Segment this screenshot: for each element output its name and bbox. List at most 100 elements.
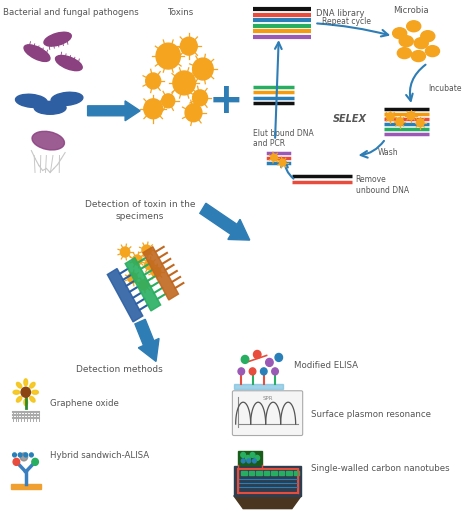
Circle shape bbox=[128, 273, 137, 283]
Circle shape bbox=[246, 455, 250, 460]
Text: Single-walled carbon nanotubes: Single-walled carbon nanotubes bbox=[310, 464, 449, 473]
Text: SPR: SPR bbox=[262, 396, 273, 401]
Polygon shape bbox=[143, 247, 179, 300]
Bar bbox=[271, 471, 277, 475]
Ellipse shape bbox=[51, 92, 83, 105]
Circle shape bbox=[272, 368, 278, 375]
Polygon shape bbox=[107, 268, 143, 322]
Circle shape bbox=[271, 154, 277, 161]
FancyBboxPatch shape bbox=[232, 391, 303, 436]
Circle shape bbox=[120, 247, 130, 257]
Ellipse shape bbox=[13, 390, 19, 394]
Circle shape bbox=[387, 113, 394, 121]
Ellipse shape bbox=[411, 51, 426, 61]
Ellipse shape bbox=[32, 390, 38, 394]
Ellipse shape bbox=[397, 48, 411, 58]
Text: Wash: Wash bbox=[378, 148, 399, 157]
Text: Detection methods: Detection methods bbox=[76, 365, 163, 374]
Circle shape bbox=[417, 119, 424, 126]
Bar bbox=[256, 471, 262, 475]
Text: Modified ELISA: Modified ELISA bbox=[294, 361, 358, 370]
Text: Bacterial and fungal pathogens: Bacterial and fungal pathogens bbox=[3, 8, 139, 17]
Text: Detection of toxin in the
specimens: Detection of toxin in the specimens bbox=[85, 200, 195, 221]
Text: Toxins: Toxins bbox=[168, 8, 194, 17]
Circle shape bbox=[255, 455, 260, 460]
Text: Graphene oxide: Graphene oxide bbox=[50, 399, 119, 408]
Text: Incubate: Incubate bbox=[428, 84, 461, 93]
Circle shape bbox=[133, 255, 142, 265]
Text: SELEX: SELEX bbox=[333, 114, 367, 124]
Circle shape bbox=[407, 112, 415, 120]
Ellipse shape bbox=[44, 32, 71, 46]
Text: DNA library: DNA library bbox=[316, 9, 365, 18]
Ellipse shape bbox=[414, 38, 428, 49]
Circle shape bbox=[254, 351, 261, 358]
Ellipse shape bbox=[30, 382, 35, 388]
Circle shape bbox=[396, 118, 403, 126]
Circle shape bbox=[144, 99, 163, 119]
Circle shape bbox=[145, 260, 154, 270]
Polygon shape bbox=[135, 319, 159, 361]
Circle shape bbox=[249, 368, 256, 375]
Circle shape bbox=[18, 453, 22, 457]
Ellipse shape bbox=[399, 36, 413, 47]
Polygon shape bbox=[11, 484, 41, 489]
Ellipse shape bbox=[407, 21, 421, 32]
Polygon shape bbox=[125, 258, 161, 311]
Polygon shape bbox=[238, 451, 262, 465]
Polygon shape bbox=[200, 203, 250, 240]
Text: Microbia: Microbia bbox=[393, 6, 428, 15]
Ellipse shape bbox=[392, 28, 407, 39]
Circle shape bbox=[146, 73, 161, 89]
Circle shape bbox=[151, 267, 161, 277]
Bar bbox=[234, 385, 283, 389]
Circle shape bbox=[162, 94, 175, 108]
Ellipse shape bbox=[32, 131, 64, 150]
Bar bbox=[264, 471, 269, 475]
Ellipse shape bbox=[24, 45, 50, 61]
Circle shape bbox=[250, 453, 255, 457]
Circle shape bbox=[20, 453, 27, 461]
Polygon shape bbox=[234, 496, 301, 508]
Ellipse shape bbox=[34, 101, 66, 114]
Circle shape bbox=[192, 90, 208, 106]
Ellipse shape bbox=[421, 31, 435, 41]
Text: Remove
unbound DNA: Remove unbound DNA bbox=[356, 176, 409, 195]
Bar bbox=[241, 471, 247, 475]
Circle shape bbox=[32, 458, 38, 465]
Circle shape bbox=[247, 459, 251, 463]
Circle shape bbox=[13, 453, 17, 457]
Bar bbox=[294, 471, 300, 475]
Ellipse shape bbox=[24, 379, 27, 386]
Ellipse shape bbox=[16, 94, 47, 108]
Polygon shape bbox=[234, 466, 301, 496]
Circle shape bbox=[279, 159, 286, 166]
Circle shape bbox=[265, 358, 273, 367]
Circle shape bbox=[139, 280, 148, 290]
Text: Surface plasmon resonance: Surface plasmon resonance bbox=[310, 410, 431, 419]
Circle shape bbox=[181, 37, 197, 55]
Ellipse shape bbox=[55, 55, 82, 71]
Circle shape bbox=[173, 71, 195, 95]
Bar bbox=[279, 471, 284, 475]
Bar bbox=[249, 471, 255, 475]
Bar bbox=[237, 469, 299, 493]
Circle shape bbox=[238, 368, 245, 375]
Polygon shape bbox=[88, 101, 140, 121]
Ellipse shape bbox=[17, 396, 22, 402]
Ellipse shape bbox=[24, 399, 27, 406]
Circle shape bbox=[261, 368, 267, 375]
Circle shape bbox=[13, 458, 19, 465]
Circle shape bbox=[192, 58, 213, 80]
Text: Hybrid sandwich-ALISA: Hybrid sandwich-ALISA bbox=[50, 451, 149, 460]
Text: +: + bbox=[209, 80, 244, 122]
Circle shape bbox=[24, 453, 27, 457]
Circle shape bbox=[21, 387, 30, 397]
Circle shape bbox=[142, 245, 151, 255]
Text: Elut bound DNA
and PCR: Elut bound DNA and PCR bbox=[253, 129, 313, 148]
Text: Repeat cycle: Repeat cycle bbox=[322, 17, 371, 26]
Circle shape bbox=[241, 459, 245, 463]
Ellipse shape bbox=[17, 382, 22, 388]
Circle shape bbox=[185, 104, 202, 122]
Ellipse shape bbox=[30, 396, 35, 402]
